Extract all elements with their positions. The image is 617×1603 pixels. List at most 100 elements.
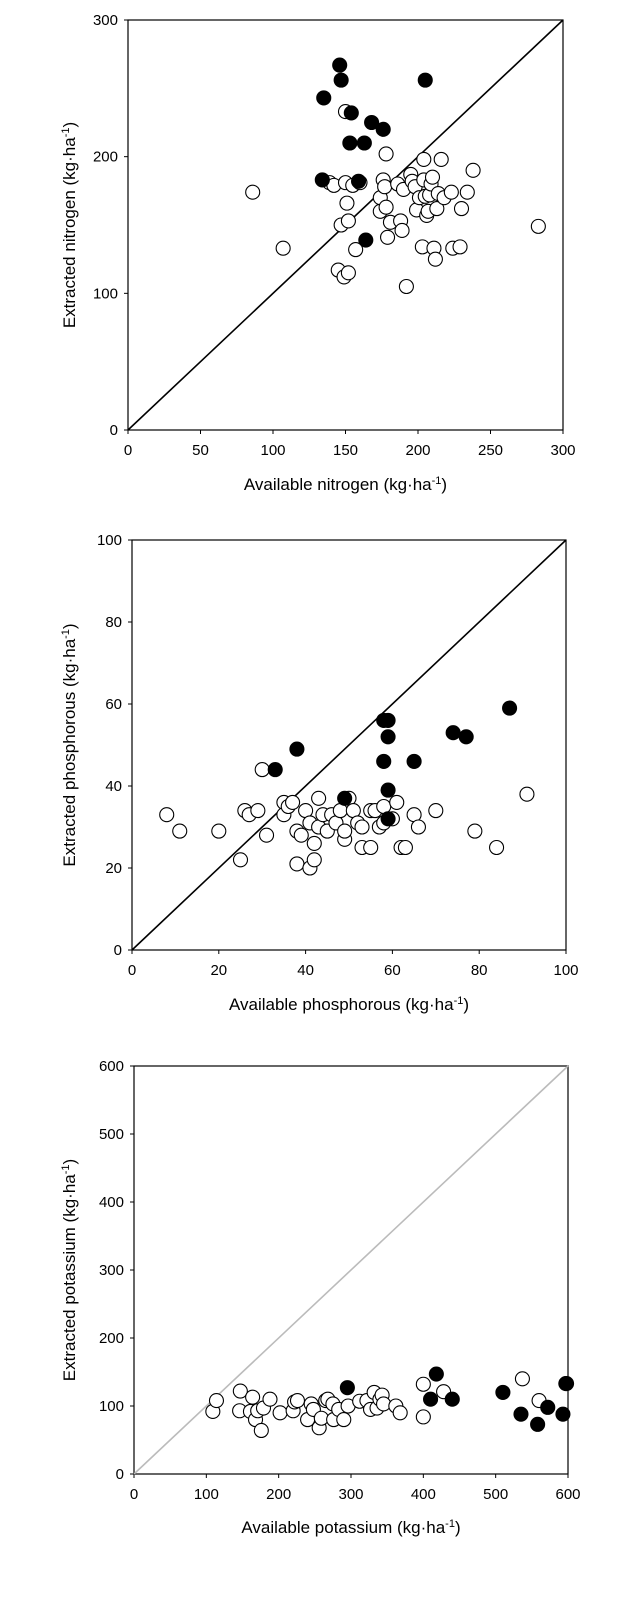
potassium-point-filled bbox=[540, 1399, 556, 1415]
phosphorous-point-open bbox=[410, 819, 426, 835]
phosphorous-x-tick-label: 0 bbox=[128, 962, 136, 979]
nitrogen-point-open bbox=[339, 195, 355, 211]
nitrogen-point-filled bbox=[314, 172, 330, 188]
nitrogen-point-filled bbox=[343, 105, 359, 121]
phosphorous-point-filled bbox=[337, 790, 353, 806]
phosphorous-point-filled bbox=[380, 811, 396, 827]
potassium-point-open bbox=[336, 1412, 352, 1428]
nitrogen-point-open bbox=[340, 213, 356, 229]
phosphorous-y-tick-label: 20 bbox=[105, 860, 122, 877]
nitrogen-x-axis-title: Available nitrogen (kg·ha-1) bbox=[244, 475, 447, 494]
phosphorous-point-open bbox=[489, 839, 505, 856]
potassium-point-open bbox=[253, 1422, 269, 1439]
nitrogen-x-tick-label: 0 bbox=[124, 442, 132, 459]
phosphorous-point-open bbox=[397, 839, 413, 856]
phosphorous-point-open bbox=[467, 823, 483, 839]
phosphorous-point-open bbox=[428, 803, 444, 819]
potassium-point-filled bbox=[555, 1406, 571, 1422]
nitrogen-point-open bbox=[459, 184, 475, 200]
potassium-point-open bbox=[208, 1393, 225, 1409]
phosphorous-point-open bbox=[258, 827, 275, 843]
nitrogen-y-axis-title-close: ) bbox=[60, 122, 79, 128]
nitrogen-point-open bbox=[452, 239, 468, 255]
phosphorous-point-filled bbox=[502, 700, 518, 716]
potassium-x-tick-label: 100 bbox=[194, 1486, 219, 1503]
nitrogen-y-tick-label: 0 bbox=[110, 422, 118, 439]
potassium-x-tick-label: 400 bbox=[411, 1486, 436, 1503]
phosphorous-y-tick-label: 40 bbox=[105, 778, 122, 795]
potassium-x-tick-label: 300 bbox=[338, 1486, 363, 1503]
phosphorous-x-tick-label: 20 bbox=[210, 962, 227, 979]
phosphorous-point-open bbox=[389, 794, 405, 810]
nitrogen-point-filled bbox=[356, 135, 372, 151]
potassium-y-tick-label: 100 bbox=[99, 1398, 124, 1415]
phosphorous-x-axis-title-close: ) bbox=[463, 995, 469, 1014]
phosphorous-x-axis-title-superscript: -1 bbox=[454, 995, 464, 1007]
nitrogen-point-filled bbox=[333, 72, 349, 88]
phosphorous-point-open bbox=[354, 819, 370, 835]
potassium-point-open bbox=[415, 1376, 431, 1392]
potassium-x-tick-label: 600 bbox=[555, 1486, 580, 1503]
phosphorous-point-open bbox=[254, 762, 270, 778]
potassium-y-tick-label: 400 bbox=[99, 1194, 124, 1211]
phosphorous-x-axis-title-text: Available phosphorous (kg·ha bbox=[229, 995, 454, 1014]
potassium-point-open bbox=[245, 1389, 261, 1405]
phosphorous-y-tick-label: 100 bbox=[97, 532, 122, 549]
nitrogen-point-filled bbox=[332, 57, 348, 73]
potassium-point-open bbox=[514, 1371, 530, 1387]
nitrogen-point-filled bbox=[342, 135, 358, 151]
phosphorous-plot-frame bbox=[131, 539, 567, 951]
nitrogen-chart: 0 50 100 150 200 250 300 0 100 200 300 Available ni… bbox=[60, 12, 576, 494]
phosphorous-point-filled bbox=[406, 753, 422, 769]
potassium-y-axis-title: Extracted potassium (kg·ha-1) bbox=[60, 1159, 79, 1381]
potassium-point-open bbox=[262, 1391, 278, 1407]
phosphorous-point-open bbox=[306, 852, 322, 868]
nitrogen-x-tick-label: 300 bbox=[550, 442, 575, 459]
nitrogen-point-open bbox=[275, 240, 291, 256]
potassium-x-axis-title-close: ) bbox=[455, 1518, 461, 1537]
potassium-x-tick-label: 200 bbox=[266, 1486, 291, 1503]
potassium-point-filled bbox=[559, 1376, 575, 1392]
nitrogen-point-open bbox=[377, 179, 393, 195]
potassium-point-open bbox=[289, 1393, 306, 1409]
potassium-y-axis-title-text: Extracted potassium (kg·ha bbox=[60, 1174, 79, 1381]
phosphorous-x-tick-label: 40 bbox=[297, 962, 314, 979]
nitrogen-point-open bbox=[378, 199, 394, 215]
phosphorous-point-open bbox=[519, 786, 535, 802]
potassium-point-open bbox=[375, 1396, 392, 1412]
phosphorous-y-tick-label: 80 bbox=[105, 614, 122, 631]
nitrogen-point-open bbox=[340, 265, 356, 281]
potassium-point-open bbox=[232, 1383, 248, 1399]
nitrogen-y-tick-label: 100 bbox=[93, 285, 118, 302]
potassium-y-tick-label: 600 bbox=[99, 1058, 124, 1075]
nitrogen-point-open bbox=[394, 222, 410, 239]
nitrogen-point-filled bbox=[358, 232, 374, 248]
potassium-x-tick-label: 0 bbox=[130, 1486, 138, 1503]
potassium-x-axis-title-text: Available potassium (kg·ha bbox=[241, 1518, 445, 1537]
phosphorous-x-tick-label: 80 bbox=[471, 962, 488, 979]
phosphorous-point-filled bbox=[267, 762, 283, 778]
nitrogen-point-open bbox=[427, 251, 443, 267]
phosphorous-y-axis-title-close: ) bbox=[60, 623, 79, 629]
potassium-x-tick-label: 500 bbox=[483, 1486, 508, 1503]
phosphorous-point-filled bbox=[380, 729, 396, 745]
potassium-point-open bbox=[392, 1405, 408, 1421]
phosphorous-y-axis-title: Extracted phosphorous (kg·ha-1) bbox=[60, 623, 79, 866]
nitrogen-point-open bbox=[443, 184, 459, 200]
potassium-y-tick-label: 0 bbox=[116, 1466, 124, 1483]
phosphorous-point-open bbox=[285, 794, 301, 810]
potassium-reference-line bbox=[133, 1065, 569, 1475]
nitrogen-y-axis-title-superscript: -1 bbox=[60, 128, 72, 138]
nitrogen-x-axis-title-close: ) bbox=[441, 475, 447, 494]
nitrogen-x-tick-label: 100 bbox=[260, 442, 285, 459]
nitrogen-point-open bbox=[465, 162, 481, 178]
potassium-point-open bbox=[272, 1405, 288, 1421]
phosphorous-y-axis-title-superscript: -1 bbox=[60, 629, 72, 639]
nitrogen-point-open bbox=[379, 229, 396, 245]
nitrogen-point-open bbox=[416, 151, 432, 167]
potassium-point-filled bbox=[495, 1384, 511, 1400]
potassium-y-tick-label: 500 bbox=[99, 1126, 124, 1143]
phosphorous-x-tick-label: 60 bbox=[384, 962, 401, 979]
potassium-point-filled bbox=[423, 1391, 439, 1407]
